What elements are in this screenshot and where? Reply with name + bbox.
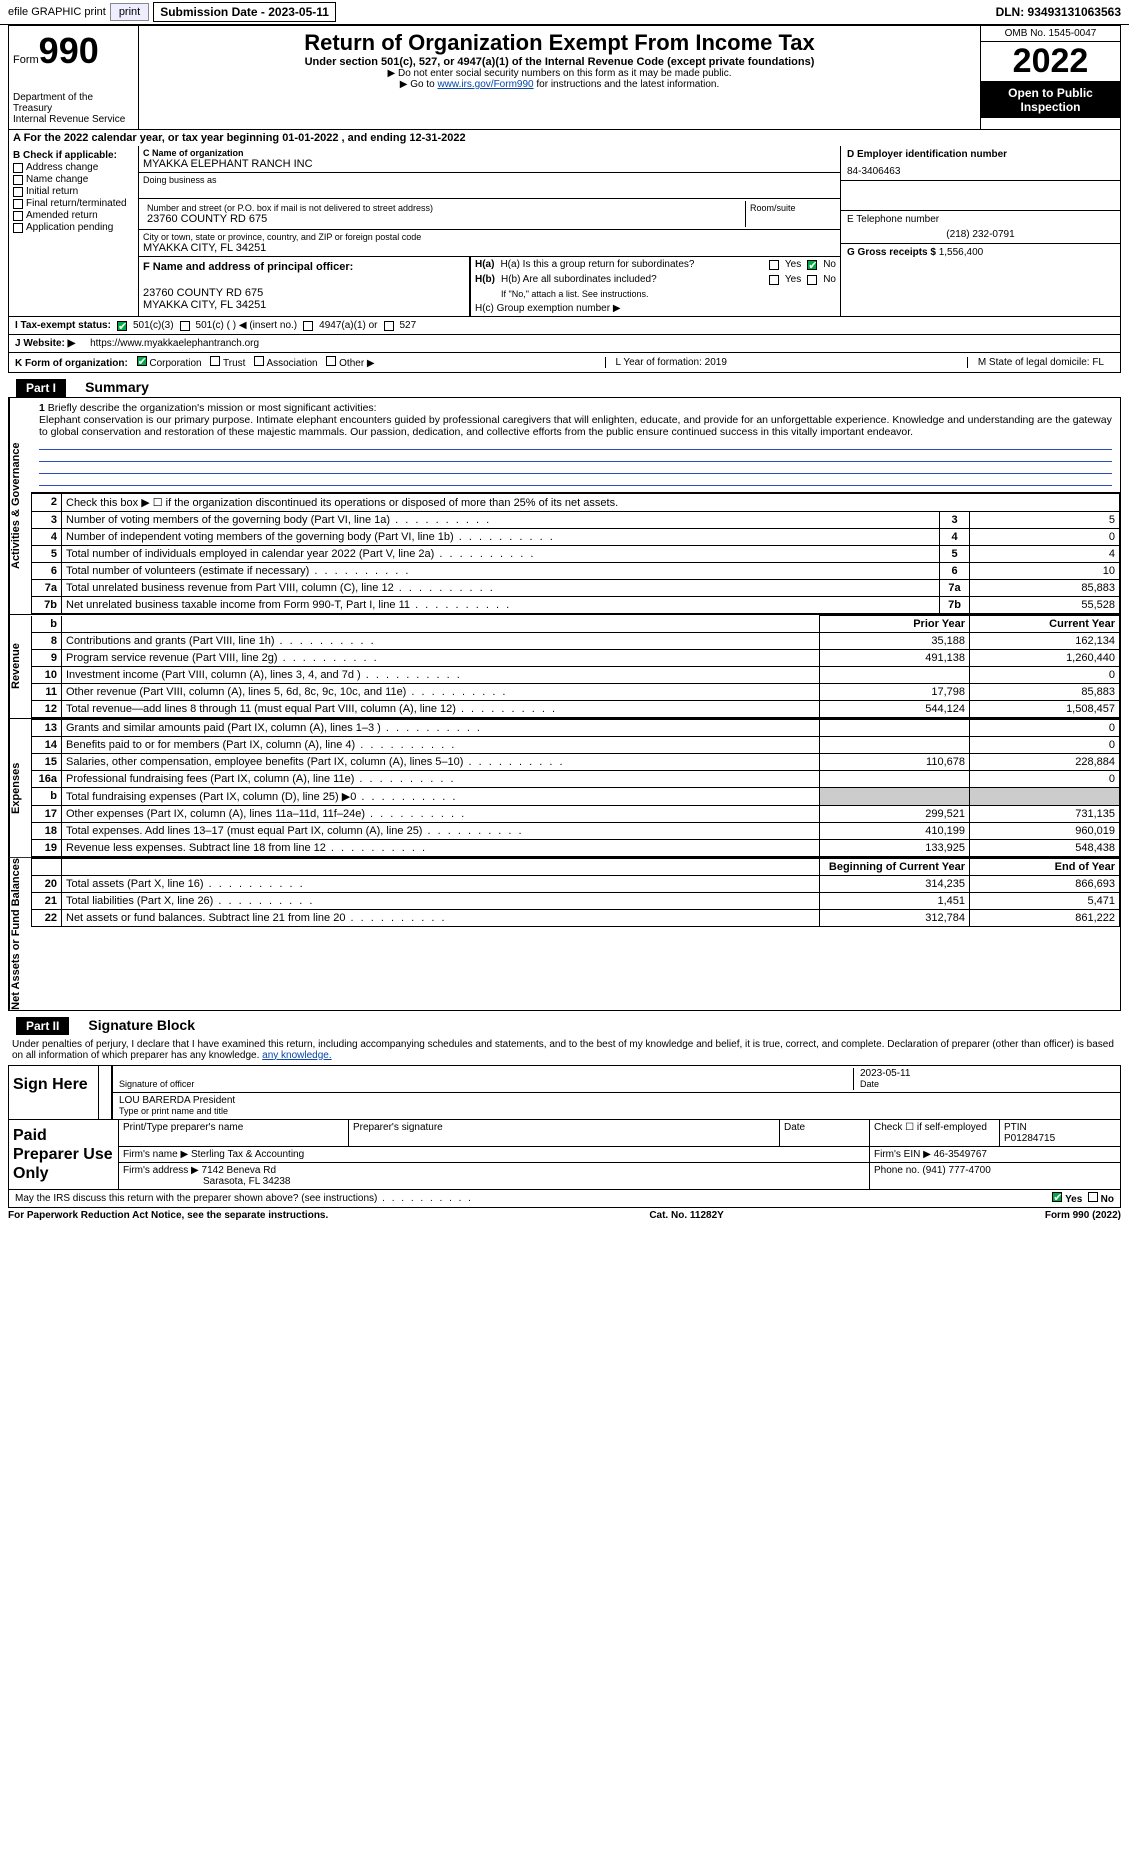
top-bar: efile GRAPHIC print print Submission Dat…	[0, 0, 1129, 25]
room-label: Room/suite	[750, 203, 832, 213]
exp-section: Expenses 13Grants and similar amounts pa…	[8, 719, 1121, 858]
footer: For Paperwork Reduction Act Notice, see …	[8, 1210, 1121, 1221]
net-section: Net Assets or Fund Balances Beginning of…	[8, 858, 1121, 1011]
part2-title: Signature Block	[80, 1017, 195, 1033]
col-d: D Employer identification number 84-3406…	[840, 146, 1120, 316]
form-title: Return of Organization Exempt From Incom…	[143, 30, 976, 56]
form-word: Form	[13, 54, 39, 66]
omb-number: OMB No. 1545-0047	[981, 26, 1120, 42]
row-a-period: A For the 2022 calendar year, or tax yea…	[8, 130, 1121, 146]
gross-label: G Gross receipts $	[847, 247, 936, 258]
vtab-net: Net Assets or Fund Balances	[9, 858, 31, 1010]
open-public: Open to Public Inspection	[981, 82, 1120, 118]
city: MYAKKA CITY, FL 34251	[143, 242, 836, 254]
street: 23760 COUNTY RD 675	[147, 213, 741, 225]
checkbox-amended-return[interactable]: Amended return	[13, 210, 134, 221]
officer-addr1: 23760 COUNTY RD 675	[143, 287, 465, 299]
h-c: H(c) Group exemption number ▶	[471, 301, 840, 316]
h-b: H(b)H(b) Are all subordinates included? …	[471, 272, 840, 287]
checkbox-address-change[interactable]: Address change	[13, 162, 134, 173]
vtab-exp: Expenses	[9, 719, 31, 857]
tax-status-row: I Tax-exempt status: 501(c)(3) 501(c) ( …	[8, 317, 1121, 335]
efile-label: efile GRAPHIC print	[8, 6, 106, 18]
sign-here: Sign Here	[9, 1066, 99, 1119]
state-domicile: M State of legal domicile: FL	[967, 357, 1114, 368]
signature-block: Under penalties of perjury, I declare th…	[8, 1035, 1121, 1120]
checkbox-name-change[interactable]: Name change	[13, 174, 134, 185]
officer-label: F Name and address of principal officer:	[143, 261, 465, 273]
h-a: H(a)H(a) Is this a group return for subo…	[471, 257, 840, 272]
irs-link[interactable]: www.irs.gov/Form990	[437, 79, 533, 90]
vtab-gov: Activities & Governance	[9, 398, 31, 614]
form-ref: Form 990 (2022)	[1045, 1210, 1121, 1221]
note-link: Go to www.irs.gov/Form990 for instructio…	[143, 79, 976, 90]
vtab-rev: Revenue	[9, 615, 31, 718]
checkbox-initial-return[interactable]: Initial return	[13, 186, 134, 197]
city-label: City or town, state or province, country…	[143, 232, 836, 242]
part1-title: Summary	[77, 379, 149, 395]
website-row: J Website: ▶ https://www.myakkaelephantr…	[8, 335, 1121, 353]
discuss-row: May the IRS discuss this return with the…	[8, 1190, 1121, 1208]
form-number: 990	[39, 30, 99, 71]
part2-badge: Part II	[16, 1017, 69, 1035]
gov-section: Activities & Governance 1 Briefly descri…	[8, 397, 1121, 615]
dept-treasury: Department of the Treasury	[13, 92, 134, 114]
paid-preparer-label: Paid Preparer Use Only	[9, 1120, 119, 1190]
any-knowledge-link[interactable]: any knowledge.	[262, 1050, 332, 1061]
entity-grid: B Check if applicable: Address changeNam…	[8, 146, 1121, 317]
col-b-title: B Check if applicable:	[13, 150, 134, 161]
rev-section: Revenue bPrior YearCurrent Year 8Contrib…	[8, 615, 1121, 719]
mission-text: Elephant conservation is our primary pur…	[39, 414, 1112, 438]
irs-label: Internal Revenue Service	[13, 114, 134, 125]
col-b-checkboxes: B Check if applicable: Address changeNam…	[9, 146, 139, 316]
gross-receipts: 1,556,400	[939, 247, 984, 258]
col-c-entity: C Name of organization MYAKKA ELEPHANT R…	[139, 146, 840, 316]
officer-addr2: MYAKKA CITY, FL 34251	[143, 299, 465, 311]
tax-year: 2022	[981, 42, 1120, 82]
checkbox-application-pending[interactable]: Application pending	[13, 222, 134, 233]
street-label: Number and street (or P.O. box if mail i…	[147, 203, 741, 213]
exp-table: 13Grants and similar amounts paid (Part …	[31, 719, 1120, 857]
year-formation: L Year of formation: 2019	[605, 357, 737, 368]
print-button[interactable]: print	[110, 3, 149, 21]
org-name: MYAKKA ELEPHANT RANCH INC	[143, 158, 836, 170]
preparer-block: Paid Preparer Use Only Print/Type prepar…	[8, 1120, 1121, 1191]
net-table: Beginning of Current YearEnd of Year 20T…	[31, 858, 1120, 927]
name-label: C Name of organization	[143, 148, 836, 158]
form-org-row: K Form of organization: Corporation Trus…	[8, 353, 1121, 373]
part1-badge: Part I	[16, 379, 66, 397]
h-b-note: If "No," attach a list. See instructions…	[471, 287, 840, 301]
ein-label: D Employer identification number	[847, 149, 1114, 160]
note-ssn: Do not enter social security numbers on …	[143, 68, 976, 79]
checkbox-final-return-terminated[interactable]: Final return/terminated	[13, 198, 134, 209]
cat-no: Cat. No. 11282Y	[649, 1210, 723, 1221]
phone: (218) 232-0791	[847, 229, 1114, 240]
gov-table: 2Check this box ▶ ☐ if the organization …	[31, 493, 1120, 614]
submission-date: Submission Date - 2023-05-11	[153, 2, 336, 22]
perjury-text: Under penalties of perjury, I declare th…	[8, 1035, 1121, 1065]
website-url: https://www.myakkaelephantranch.org	[90, 338, 259, 349]
dba-label: Doing business as	[143, 175, 836, 185]
phone-label: E Telephone number	[847, 214, 1114, 225]
pra-notice: For Paperwork Reduction Act Notice, see …	[8, 1210, 328, 1221]
ein: 84-3406463	[847, 166, 1114, 177]
form-header: Form990 Department of the Treasury Inter…	[8, 25, 1121, 130]
rev-table: bPrior YearCurrent Year 8Contributions a…	[31, 615, 1120, 718]
form-subtitle: Under section 501(c), 527, or 4947(a)(1)…	[143, 56, 976, 68]
dln: DLN: 93493131063563	[996, 5, 1121, 19]
